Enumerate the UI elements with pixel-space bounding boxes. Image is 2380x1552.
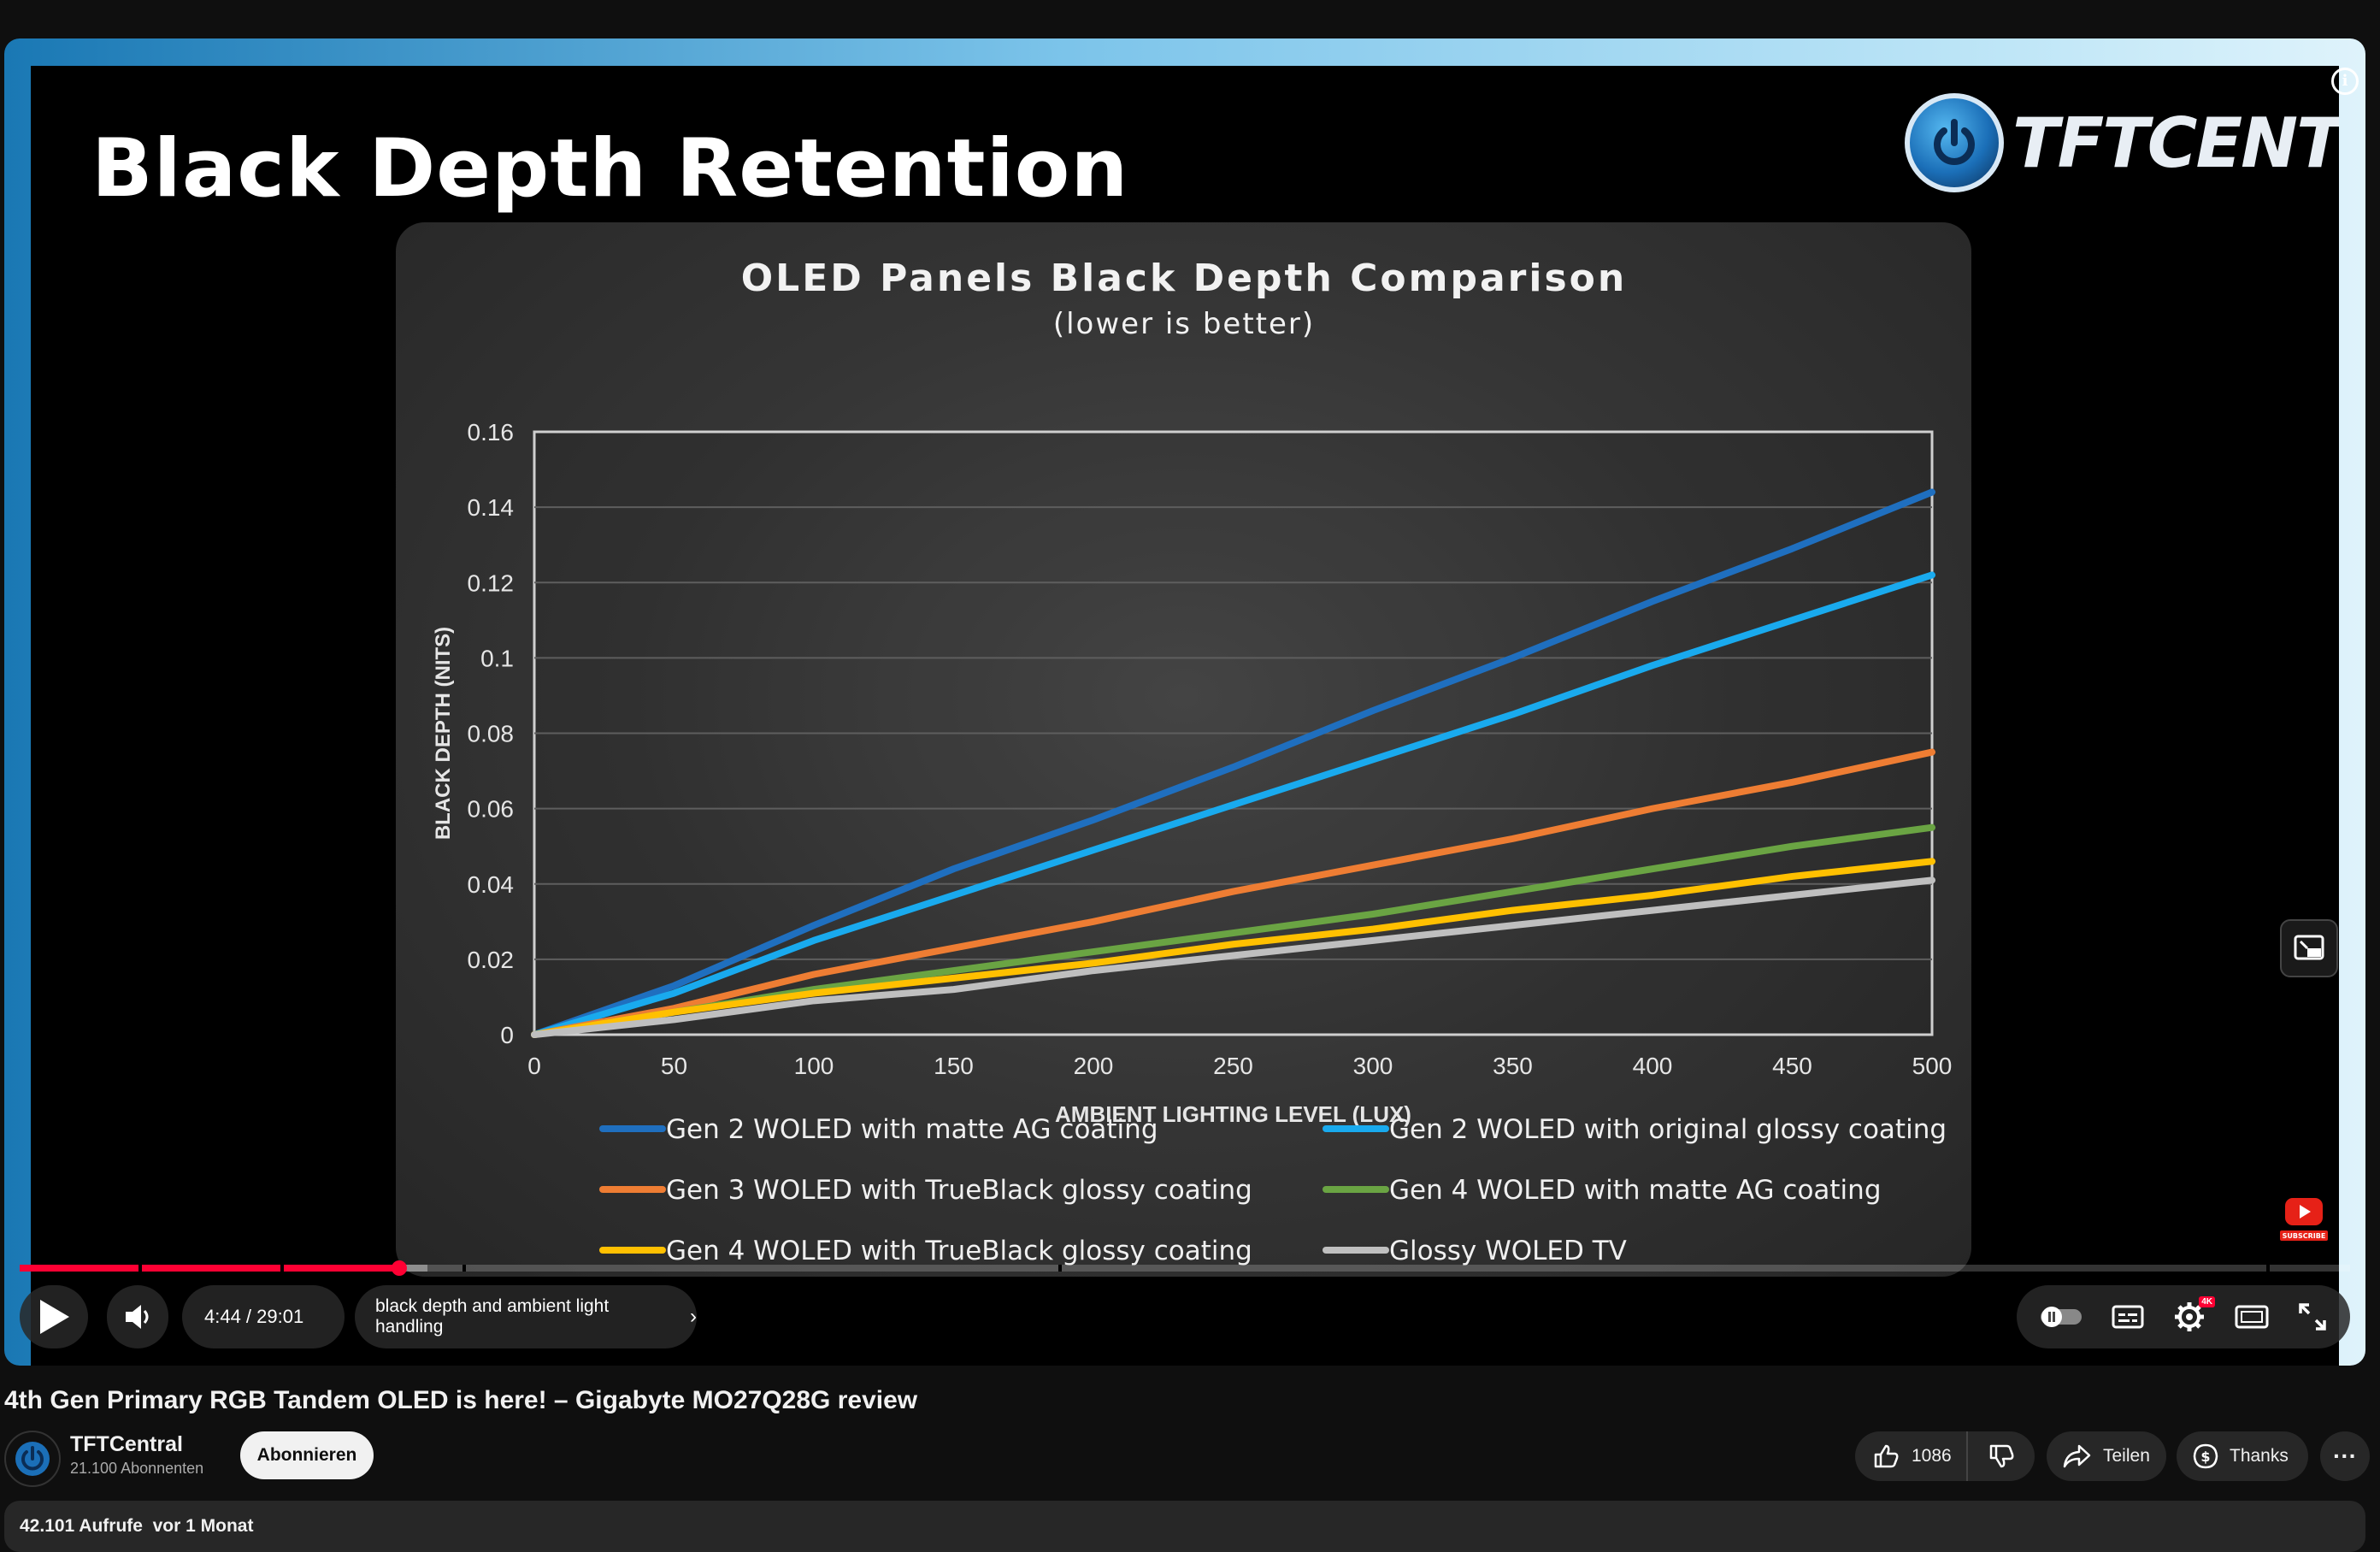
chart-subtitle: (lower is better) (1053, 307, 1315, 341)
video-frame[interactable]: Black Depth Retention TFTCENTRAL OLED Pa… (31, 66, 2339, 1366)
x-tick-label: 150 (934, 1053, 974, 1079)
x-axis-label: AMBIENT LIGHTING LEVEL (LUX) (1055, 1101, 1411, 1127)
gear-icon (2174, 1302, 2204, 1331)
chapter-marker (138, 1265, 142, 1272)
chevron-right-icon: › (690, 1305, 697, 1328)
y-tick-label: 0.08 (468, 721, 515, 747)
legend-label: Gen 2 WOLED with original glossy coating (1389, 1114, 1947, 1145)
description-box[interactable]: 42.101 Aufrufe vor 1 Monat (4, 1501, 2365, 1552)
quality-badge: 4K (2199, 1296, 2215, 1307)
power-icon (15, 1442, 50, 1476)
tftcentral-logo: TFTCENTRAL (1905, 91, 2339, 194)
x-tick-label: 350 (1493, 1053, 1533, 1079)
series-line (531, 571, 1935, 1038)
x-tick-label: 500 (1912, 1053, 1953, 1079)
more-actions-button[interactable]: ··· (2320, 1431, 2370, 1481)
x-tick-label: 300 (1353, 1053, 1393, 1079)
y-tick-label: 0.02 (468, 947, 515, 973)
super-thanks-icon: $ (2193, 1443, 2218, 1469)
upload-date: vor 1 Monat (152, 1516, 254, 1536)
slide-title: Black Depth Retention (91, 122, 1129, 215)
logo-wordmark: TFTCENTRAL (2012, 103, 2339, 183)
x-tick-label: 450 (1772, 1053, 1812, 1079)
legend-label: Gen 4 WOLED with TrueBlack glossy coatin… (666, 1236, 1252, 1266)
series-line (531, 488, 1935, 1038)
series-line (531, 858, 1935, 1038)
thumbs-down-icon (1989, 1444, 2014, 1468)
like-count: 1086 (1912, 1446, 1952, 1466)
series-line (531, 748, 1935, 1038)
chapter-marker (2266, 1265, 2270, 1272)
progress-bar[interactable] (20, 1265, 2350, 1272)
theater-mode-icon[interactable] (2235, 1304, 2269, 1330)
legend-label: Glossy WOLED TV (1389, 1236, 1627, 1266)
series-line (531, 876, 1935, 1038)
like-button[interactable]: 1086 (1855, 1431, 1968, 1481)
thumbs-up-icon (1874, 1444, 1899, 1468)
subscriber-count: 21.100 Abonnenten (70, 1460, 204, 1477)
svg-text:SUBSCRIBE: SUBSCRIBE (2283, 1232, 2326, 1240)
legend-label: Gen 4 WOLED with matte AG coating (1389, 1175, 1882, 1206)
subscribe-watermark-icon[interactable]: SUBSCRIBE (2278, 1195, 2330, 1246)
description-meta: 42.101 Aufrufe vor 1 Monat (20, 1516, 253, 1537)
channel-name[interactable]: TFTCentral (70, 1432, 183, 1456)
x-tick-label: 250 (1213, 1053, 1253, 1079)
legend-label: Gen 3 WOLED with TrueBlack glossy coatin… (666, 1175, 1252, 1206)
fullscreen-icon[interactable] (2297, 1301, 2328, 1332)
chapter-title: black depth and ambient light handling (375, 1296, 610, 1337)
player-controls: 4:44 / 29:01 black depth and ambient lig… (20, 1285, 2350, 1354)
chart-panel: OLED Panels Black Depth Comparison (lower… (396, 222, 1971, 1277)
y-tick-label: 0.1 (480, 645, 514, 671)
view-count: 42.101 Aufrufe (20, 1516, 143, 1536)
y-tick-label: 0.06 (468, 796, 515, 823)
x-tick-label: 50 (661, 1053, 687, 1079)
volume-button[interactable] (107, 1285, 168, 1348)
video-player[interactable]: Black Depth Retention TFTCENTRAL OLED Pa… (4, 38, 2365, 1366)
chapter-button[interactable]: black depth and ambient light handling › (355, 1285, 697, 1348)
progress-track (20, 1265, 2350, 1272)
x-tick-label: 200 (1074, 1053, 1114, 1079)
x-tick-label: 0 (527, 1053, 541, 1079)
play-button[interactable] (20, 1285, 88, 1348)
like-dislike-group: 1086 (1855, 1431, 2035, 1481)
play-icon (40, 1300, 69, 1334)
line-chart: OLED Panels Black Depth Comparison (lower… (432, 257, 1953, 1266)
right-controls: 4K (2017, 1285, 2350, 1348)
miniplayer-icon[interactable] (2280, 919, 2338, 977)
y-tick-label: 0 (500, 1022, 514, 1048)
svg-text:$: $ (2200, 1449, 2210, 1465)
progress-played (20, 1265, 400, 1272)
power-icon (1905, 93, 2004, 192)
time-display: 4:44 / 29:01 (182, 1285, 345, 1348)
y-axis-label: BLACK DEPTH (NITS) (432, 627, 455, 840)
info-icon[interactable]: i (2331, 68, 2359, 95)
share-button[interactable]: Teilen (2047, 1431, 2166, 1481)
share-icon (2063, 1444, 2091, 1468)
y-tick-label: 0.04 (468, 871, 515, 898)
thanks-button[interactable]: $ Thanks (2177, 1431, 2308, 1481)
chart-title: OLED Panels Black Depth Comparison (741, 257, 1627, 300)
share-label: Teilen (2103, 1446, 2150, 1466)
subscribe-button[interactable]: Abonnieren (240, 1431, 374, 1479)
thanks-label: Thanks (2230, 1446, 2289, 1466)
dislike-button[interactable] (1968, 1431, 2035, 1481)
subtitles-icon[interactable] (2112, 1304, 2144, 1330)
y-tick-label: 0.12 (468, 569, 515, 596)
chapter-marker (280, 1265, 284, 1272)
y-tick-label: 0.16 (468, 419, 515, 446)
autoplay-toggle[interactable] (2039, 1304, 2083, 1330)
progress-scrubber[interactable] (392, 1260, 408, 1276)
y-tick-label: 0.14 (468, 494, 515, 521)
chapter-marker (462, 1265, 466, 1272)
legend-label: Gen 2 WOLED with matte AG coating (666, 1114, 1158, 1145)
video-title: 4th Gen Primary RGB Tandem OLED is here!… (4, 1386, 918, 1414)
volume-icon (126, 1305, 149, 1329)
x-tick-label: 400 (1633, 1053, 1673, 1079)
video-info: 4th Gen Primary RGB Tandem OLED is here!… (0, 1366, 2380, 1552)
channel-avatar[interactable] (4, 1431, 61, 1487)
chapter-marker (1058, 1265, 1062, 1272)
settings-button[interactable]: 4K (2172, 1296, 2215, 1334)
x-tick-label: 100 (794, 1053, 834, 1079)
